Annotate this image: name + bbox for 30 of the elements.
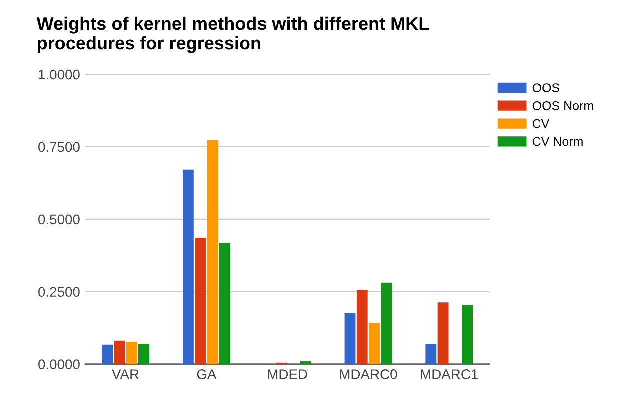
bar [102,344,114,364]
x-tick-label: VAR [112,370,139,380]
bar [195,238,206,364]
y-tick-label: 0.2500 [38,287,80,298]
bar [138,344,150,364]
bar [114,340,126,364]
bar [219,243,230,364]
legend-label: OOS Norm [532,102,594,110]
bar [207,140,218,364]
bar [369,323,380,364]
x-tick-label: MDARC1 [421,370,478,380]
x-tick-label: MDARC0 [340,370,398,380]
x-tick-label: MDED [268,370,308,380]
chart-title: Weights of kernel methods with different MKL procedures for regression [36,16,430,54]
y-tick-label: 1.0000 [39,70,80,80]
legend-label: CV Norm [532,137,583,146]
legend-label: CV [532,119,550,128]
x-tick-label: GA [197,370,217,380]
bar [344,313,356,364]
bar [126,342,138,364]
bar [462,305,474,364]
bar [381,282,392,364]
bar [438,302,449,364]
y-tick-label: 0.7500 [38,142,80,152]
y-tick-label: 0.0000 [38,360,80,370]
bar [426,344,437,364]
y-tick-label: 0.5000 [38,214,80,225]
legend-label: OOS [532,84,560,92]
bar [183,170,194,364]
bar [356,290,368,364]
